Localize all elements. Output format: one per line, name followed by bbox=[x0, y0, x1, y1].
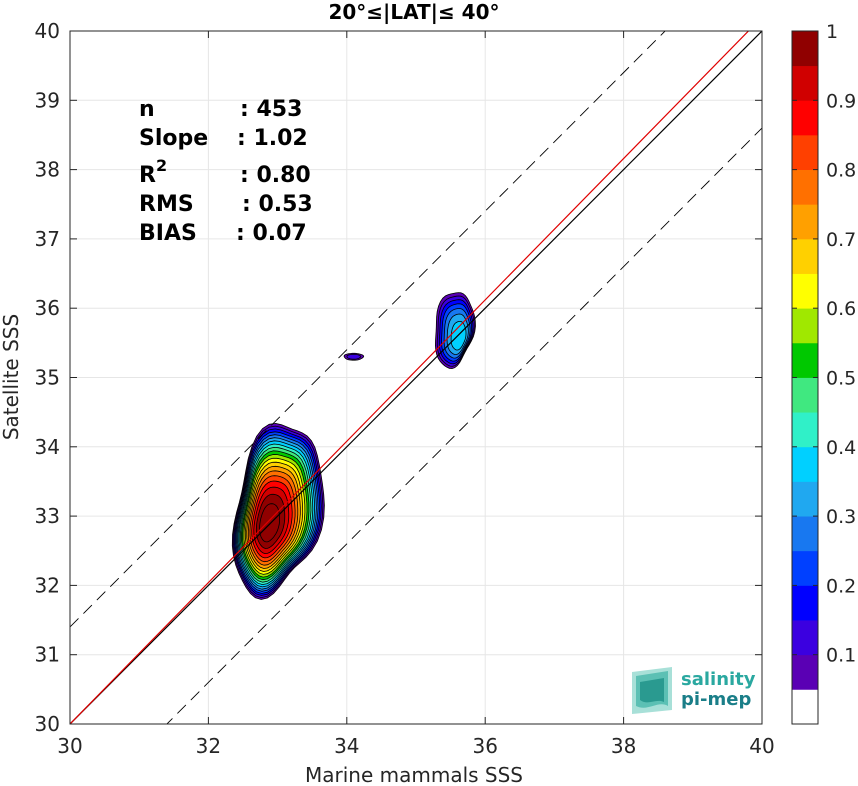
colorbar-tick-label: 0.1 bbox=[826, 645, 856, 667]
colorbar-segment bbox=[792, 134, 818, 170]
contour-level bbox=[346, 353, 362, 360]
colorbar-segment bbox=[792, 238, 818, 274]
colorbar-tick-label: 0.5 bbox=[826, 368, 856, 390]
colorbar-segment bbox=[792, 342, 818, 378]
axis-ticks: 30 32 34 36 38 40 30 31 32 33 34 35 36 37 38 39 40 bbox=[35, 19, 775, 758]
logo-line2: pi-mep bbox=[681, 689, 751, 710]
reference-line-fit bbox=[70, 31, 750, 724]
y-tick-label: 34 bbox=[35, 435, 60, 459]
y-tick-label: 30 bbox=[35, 712, 60, 736]
y-tick-label: 38 bbox=[35, 158, 60, 182]
chart-title: 20°≤|LAT|≤ 40° bbox=[328, 0, 499, 24]
colorbar-segment bbox=[792, 412, 818, 448]
colorbar-segment bbox=[792, 65, 818, 101]
x-tick-label: 34 bbox=[334, 734, 359, 758]
logo-line1: salinity bbox=[681, 669, 756, 690]
grid bbox=[69, 30, 763, 725]
y-tick-label: 32 bbox=[35, 573, 60, 597]
colorbar-segment bbox=[792, 308, 818, 344]
x-tick-label: 32 bbox=[196, 734, 221, 758]
colorbar-segment bbox=[792, 377, 818, 413]
colorbar-tick-label: 0.3 bbox=[826, 506, 856, 528]
stat-label-slope: Slope bbox=[139, 126, 208, 151]
colorbar-tick-label: 0.7 bbox=[826, 229, 856, 251]
stat-label-bias: BIAS bbox=[139, 221, 197, 246]
x-axis-label: Marine mammals SSS bbox=[305, 763, 523, 786]
stat-label-rms: RMS bbox=[139, 192, 194, 217]
colorbar: 0.1 0.2 0.3 0.4 0.5 0.6 0.7 0.8 0.9 1 bbox=[791, 21, 856, 725]
x-tick-label: 30 bbox=[57, 734, 82, 758]
colorbar-segment bbox=[792, 550, 818, 586]
colorbar-segment bbox=[792, 169, 818, 205]
y-tick-label: 39 bbox=[35, 88, 60, 112]
y-tick-label: 35 bbox=[35, 366, 60, 390]
reference-lines bbox=[70, 31, 762, 724]
colorbar-tick-label: 1 bbox=[826, 21, 838, 43]
stat-label-n: n bbox=[139, 97, 155, 122]
y-tick-label: 33 bbox=[35, 504, 60, 528]
x-tick-label: 36 bbox=[472, 734, 497, 758]
stat-value-n: : 453 bbox=[240, 97, 302, 122]
colorbar-segment bbox=[792, 585, 818, 621]
stat-value-rms: : 0.53 bbox=[242, 192, 313, 217]
colorbar-segment bbox=[792, 516, 818, 552]
colorbar-segment bbox=[792, 204, 818, 240]
colorbar-tick-label: 0.8 bbox=[826, 160, 856, 182]
reference-line-upper-bound bbox=[70, 31, 666, 628]
colorbar-tick-label: 0.6 bbox=[826, 298, 856, 320]
stat-value-bias: : 0.07 bbox=[236, 221, 307, 246]
wave-icon bbox=[632, 667, 672, 714]
y-tick-label: 37 bbox=[35, 227, 60, 251]
colorbar-segment bbox=[792, 654, 818, 690]
x-tick-label: 38 bbox=[611, 734, 636, 758]
y-tick-label: 36 bbox=[35, 296, 60, 320]
y-tick-label: 40 bbox=[35, 19, 60, 43]
colorbar-tick-label: 0.9 bbox=[826, 90, 856, 112]
colorbar-tick-label: 0.4 bbox=[826, 437, 856, 459]
colorbar-segment bbox=[792, 273, 818, 309]
contour-level bbox=[259, 503, 280, 543]
colorbar-tick-label: 0.2 bbox=[826, 575, 856, 597]
y-axis-label: Satellite SSS bbox=[0, 314, 23, 440]
colorbar-segment bbox=[792, 620, 818, 656]
colorbar-segment bbox=[792, 446, 818, 482]
y-tick-label: 31 bbox=[35, 643, 60, 667]
x-tick-label: 40 bbox=[749, 734, 774, 758]
stat-superscript: 2 bbox=[156, 156, 167, 175]
colorbar-segment bbox=[792, 481, 818, 517]
reference-line-identity bbox=[70, 31, 762, 724]
colorbar-segment bbox=[792, 689, 818, 725]
salinity-pi-mep-logo: salinity pi-mep bbox=[632, 667, 756, 714]
reference-line-lower-bound bbox=[166, 127, 762, 724]
stat-value-r: : 0.80 bbox=[240, 163, 311, 188]
colorbar-segment bbox=[792, 31, 818, 67]
stat-value-slope: : 1.02 bbox=[237, 126, 308, 151]
colorbar-segment bbox=[792, 100, 818, 136]
